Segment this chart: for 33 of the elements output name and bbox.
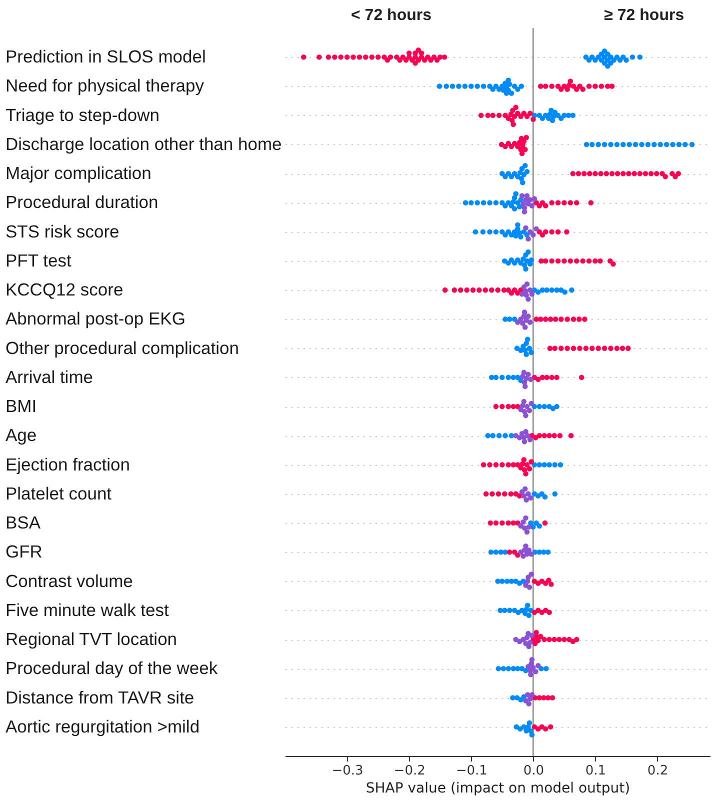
y-tick-label: KCCQ12 score xyxy=(6,280,124,300)
x-tick-label: −0.1 xyxy=(456,764,488,778)
y-tick-label: Major complication xyxy=(6,163,152,184)
y-tick-label: Arrival time xyxy=(6,366,94,387)
y-tick-label: Need for physical therapy xyxy=(6,76,204,96)
y-tick-label: Procedural day of the week xyxy=(6,658,218,678)
text: ≥ 72 hours xyxy=(604,7,684,24)
y-tick-label: Other procedural complication xyxy=(6,338,239,358)
y-tick-label: BMI xyxy=(6,396,37,416)
y-tick-label: PFT test xyxy=(6,250,72,270)
y-tick-label: Distance from TAVR site xyxy=(6,687,194,708)
y-tick-label: GFR xyxy=(6,542,42,562)
y-tick-label: Age xyxy=(6,425,37,446)
y-tick-label: Triage to step-down xyxy=(6,104,160,125)
y-tick-label: Ejection fraction xyxy=(6,454,130,474)
y-tick-label: Prediction in SLOS model xyxy=(6,46,206,67)
y-tick-label: Regional TVT location xyxy=(6,629,178,650)
x-tick-label: 0.0 xyxy=(523,764,544,778)
y-tick-label: Five minute walk test xyxy=(6,600,170,620)
x-axis-title: SHAP value (impact on model output) xyxy=(366,780,630,796)
x-tick-label: −0.3 xyxy=(332,764,364,778)
y-tick-label: Platelet count xyxy=(6,483,112,504)
y-tick-label: Aortic regurgitation >mild xyxy=(6,716,200,736)
text: < 72 hours xyxy=(351,7,432,24)
y-tick-label: Contrast volume xyxy=(6,570,133,591)
x-tick-label: 0.2 xyxy=(647,764,668,778)
y-tick-label: Procedural duration xyxy=(6,192,158,212)
y-tick-label: BSA xyxy=(6,512,41,533)
y-tick-label: STS risk score xyxy=(6,221,120,242)
x-tick-label: 0.1 xyxy=(585,764,606,778)
x-tick-label: −0.2 xyxy=(394,764,426,778)
y-tick-label: Abnormal post-op EKG xyxy=(6,308,186,329)
y-tick-label: Discharge location other than home xyxy=(6,134,282,154)
